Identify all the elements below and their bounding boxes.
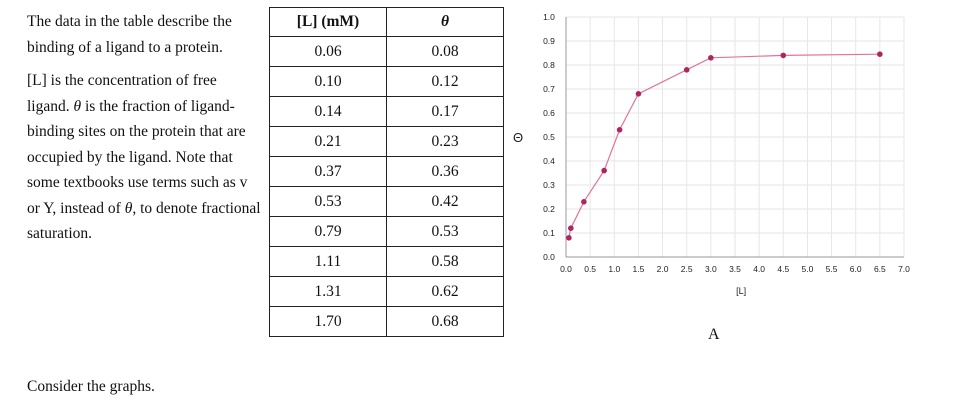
table-cell: 0.23: [386, 126, 504, 157]
data-point: [568, 225, 574, 231]
data-point: [566, 235, 572, 241]
table-cell: 0.53: [386, 216, 504, 247]
table-cell: 0.17: [386, 96, 504, 127]
intro-paragraph-2-part-c: , to denote fractional saturation.: [27, 199, 261, 243]
table-cell: 0.79: [269, 216, 387, 247]
table-cell: 0.68: [386, 306, 504, 337]
table-row: 0.06 0.08: [269, 36, 504, 67]
data-point: [877, 51, 883, 57]
table-cell: 0.37: [269, 156, 387, 187]
data-point: [601, 167, 607, 174]
x-tick-label: 7.0: [898, 264, 910, 274]
y-axis-label: Θ: [513, 130, 523, 145]
y-tick-label: 0.5: [543, 132, 555, 142]
table-cell: 0.06: [269, 36, 387, 67]
table-cell: 0.42: [386, 186, 504, 217]
table-cell: 0.62: [386, 276, 504, 307]
x-tick-label: 1.0: [608, 264, 620, 274]
x-tick-label: 4.0: [753, 264, 765, 274]
x-tick-label: 6.5: [874, 264, 886, 274]
closing-text: Consider the graphs.: [27, 378, 155, 395]
table-row: 0.37 0.36: [269, 156, 504, 187]
x-tick-label: 0.0: [560, 264, 572, 274]
table-row: 0.53 0.42: [269, 186, 504, 217]
data-point: [616, 127, 623, 133]
data-point: [780, 52, 787, 59]
table-cell: 0.08: [386, 36, 504, 67]
table-row: 0.10 0.12: [269, 66, 504, 97]
table-cell: 0.21: [269, 126, 387, 157]
x-tick-label: 1.5: [633, 264, 645, 274]
table-cell: 0.36: [386, 156, 504, 187]
column-header-ligand: [L] (mM): [269, 7, 387, 37]
y-tick-label: 0.7: [543, 84, 555, 94]
table-header-row: [L] (mM) θ: [269, 7, 504, 37]
table-cell: 0.10: [269, 66, 387, 97]
y-tick-label: 1.0: [543, 12, 555, 22]
y-tick-label: 0.9: [543, 36, 555, 46]
table-cell: 0.12: [386, 66, 504, 97]
x-axis-label: [L]: [736, 286, 746, 296]
data-point: [708, 55, 714, 61]
data-point: [581, 199, 587, 205]
intro-text: The data in the table describe the bindi…: [27, 9, 263, 255]
x-tick-label: 3.5: [729, 264, 741, 274]
x-tick-label: 0.5: [584, 264, 596, 274]
x-tick-label: 4.5: [777, 264, 789, 274]
binding-data-table: [L] (mM) θ 0.06 0.08 0.10 0.12 0.14 0.17 0.…: [269, 7, 504, 337]
y-tick-label: 0.3: [543, 180, 555, 190]
column-header-theta: θ: [386, 7, 504, 37]
intro-paragraph-2-part-b: is the fraction of ligand-binding sites …: [27, 97, 248, 217]
x-tick-label: 6.0: [850, 264, 862, 274]
table-cell: 1.31: [269, 276, 387, 307]
table-row: 1.31 0.62: [269, 276, 504, 307]
table-cell: 0.53: [269, 186, 387, 217]
x-tick-label: 5.0: [802, 264, 814, 274]
y-tick-label: 0.6: [543, 108, 555, 118]
series-line: [568, 53, 880, 238]
table-row: 0.14 0.17: [269, 96, 504, 127]
table-cell: 1.11: [269, 246, 387, 277]
table-cell: 0.14: [269, 96, 387, 127]
intro-paragraph-1: The data in the table describe the bindi…: [27, 13, 232, 56]
saturation-chart: 0.0 0.5 1.0 1.5 2.0 2.5 3.0 3.5 4.0 4.5 5.0 5.5 6.0 6…: [513, 12, 910, 296]
y-tick-label: 0.0: [543, 252, 555, 262]
x-tick-label: 3.0: [705, 264, 717, 274]
x-tick-label: 2.0: [657, 264, 669, 274]
data-point: [635, 91, 642, 97]
table-cell: 0.58: [386, 246, 504, 277]
intro-paragraph-2-part-a: [L] is the concentration of free ligand.: [27, 72, 217, 115]
y-tick-label: 0.2: [543, 204, 555, 214]
table-cell: 1.70: [269, 306, 387, 337]
table-row: 0.79 0.53: [269, 216, 504, 247]
table-row: 0.21 0.23: [269, 126, 504, 157]
chart-caption: A: [708, 326, 720, 343]
table-row: 1.11 0.58: [269, 246, 504, 277]
data-point: [683, 67, 690, 73]
theta-symbol: θ: [124, 199, 133, 217]
y-tick-label: 0.4: [543, 156, 555, 166]
y-tick-label: 0.8: [543, 60, 555, 70]
x-tick-label: 2.5: [681, 264, 693, 274]
theta-symbol: θ: [73, 97, 82, 115]
table-row: 1.70 0.68: [269, 306, 504, 337]
intro-paragraph-2: [L] is the concentration of free ligand.…: [27, 68, 263, 247]
x-tick-label: 5.5: [826, 264, 838, 274]
y-tick-label: 0.1: [543, 228, 555, 238]
